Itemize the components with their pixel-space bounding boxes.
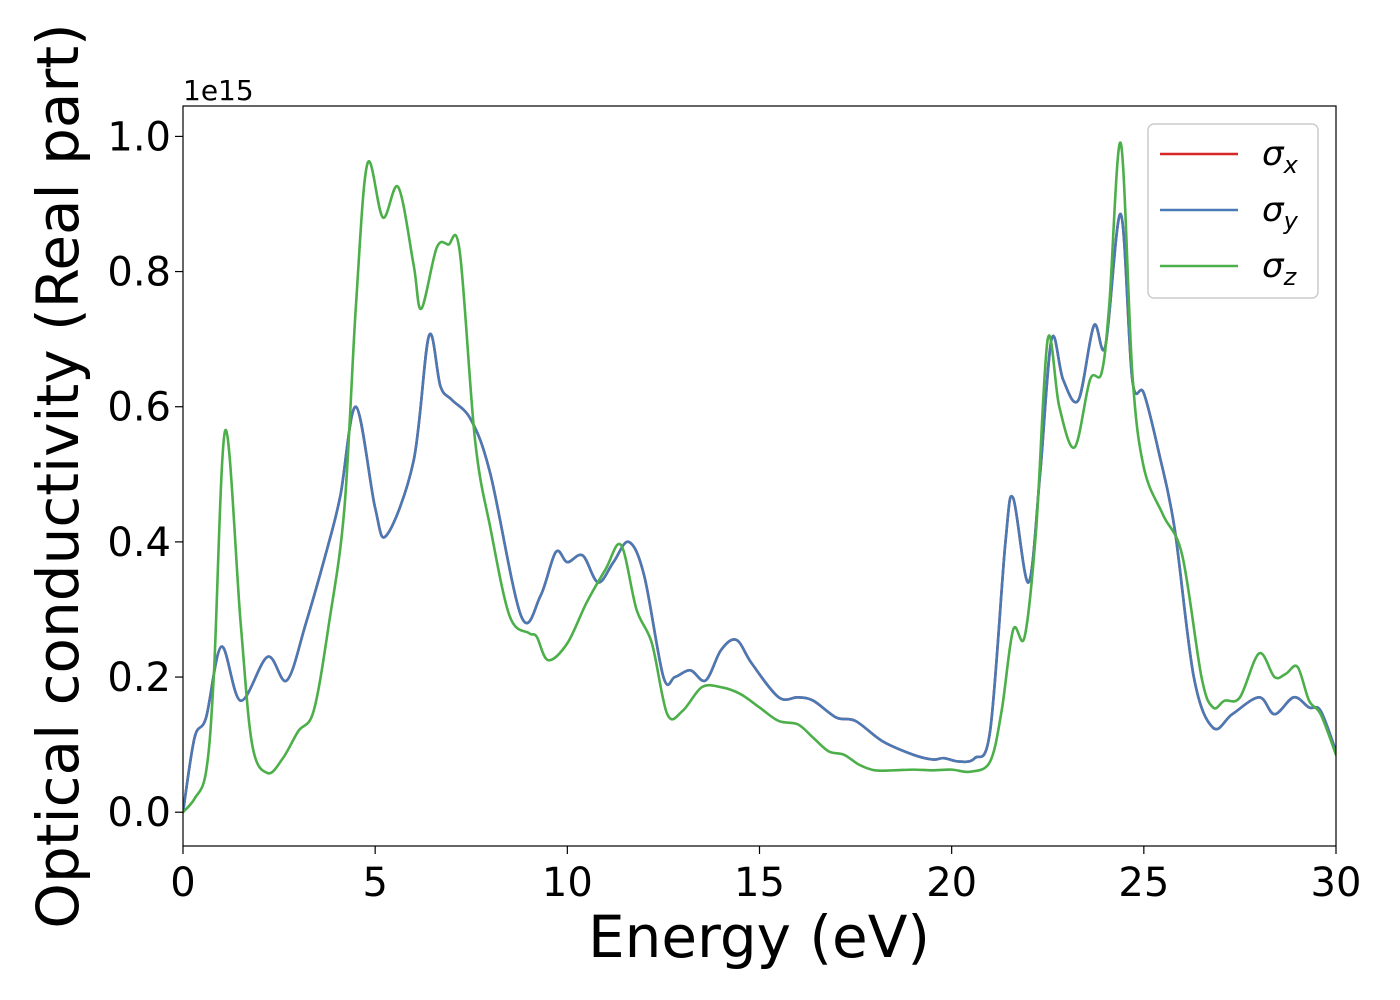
x-tick-label: 5 <box>362 860 387 906</box>
legend: σx σy σz <box>1147 123 1319 299</box>
legend-entry-z: σz <box>1160 246 1298 291</box>
y-tick-label: 0.4 <box>107 520 171 566</box>
y-tick-label: 0.6 <box>107 385 171 431</box>
x-tick-label: 0 <box>170 860 195 906</box>
series-line-z <box>183 141 1336 814</box>
series-layer <box>183 141 1336 814</box>
y-tick-label: 0.0 <box>107 790 171 836</box>
y-axis-label: Optical conductivity (Real part) <box>24 23 92 928</box>
x-axis-label: Energy (eV) <box>588 903 930 971</box>
y-axis-offset-label: 1e15 <box>183 74 254 107</box>
y-tick-label: 0.2 <box>107 655 171 701</box>
x-tick-label: 25 <box>1118 860 1169 906</box>
x-axis-ticks: 0 5 10 15 20 25 30 <box>170 846 1361 906</box>
legend-entry-x: σx <box>1160 134 1299 179</box>
legend-label-z: σz <box>1262 246 1298 291</box>
y-axis-ticks: 0.0 0.2 0.4 0.6 0.8 1.0 <box>107 114 183 836</box>
legend-entry-y: σy <box>1160 190 1299 235</box>
x-tick-label: 15 <box>734 860 785 906</box>
x-tick-label: 30 <box>1311 860 1362 906</box>
x-tick-label: 20 <box>926 860 977 906</box>
legend-label-y: σy <box>1262 190 1299 235</box>
y-tick-label: 1.0 <box>107 114 171 160</box>
legend-label-x: σx <box>1262 134 1299 179</box>
y-tick-label: 0.8 <box>107 250 171 296</box>
x-tick-label: 10 <box>542 860 593 906</box>
